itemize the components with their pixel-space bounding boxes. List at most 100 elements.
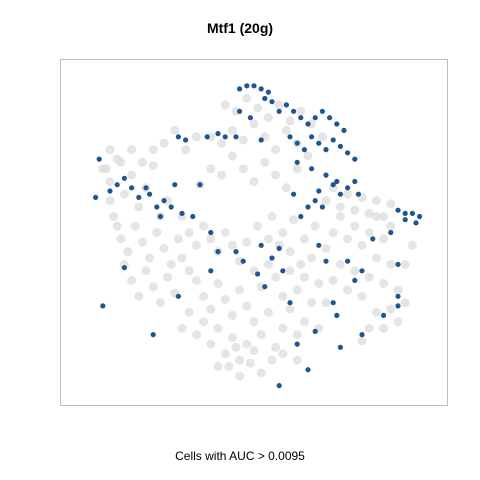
highlighted-point-59 — [154, 204, 160, 210]
background-point-174 — [364, 323, 374, 333]
background-point-145 — [137, 157, 147, 167]
background-point-158 — [263, 234, 273, 244]
highlighted-point-5 — [262, 95, 268, 102]
background-point-121 — [217, 138, 227, 148]
background-point-177 — [393, 285, 403, 295]
highlighted-point-26 — [337, 143, 343, 149]
background-point-84 — [350, 266, 360, 276]
background-point-63 — [271, 342, 281, 352]
background-point-166 — [249, 346, 259, 355]
highlighted-point-104 — [330, 300, 336, 306]
background-point-104 — [350, 205, 360, 215]
highlighted-point-37 — [355, 191, 361, 197]
highlighted-point-10 — [283, 102, 289, 108]
background-point-167 — [278, 349, 288, 359]
highlighted-point-79 — [269, 255, 275, 261]
background-point-133 — [253, 103, 263, 113]
highlighted-point-23 — [316, 140, 322, 146]
highlighted-point-100 — [334, 312, 340, 318]
background-point-18 — [166, 259, 176, 269]
highlighted-point-69 — [215, 131, 221, 137]
background-point-156 — [296, 259, 306, 269]
highlighted-point-66 — [175, 134, 181, 140]
highlighted-point-0 — [237, 86, 243, 92]
background-point-66 — [292, 330, 302, 340]
background-point-116 — [260, 157, 270, 167]
background-point-9 — [163, 196, 173, 206]
background-point-68 — [307, 298, 317, 308]
highlighted-point-35 — [337, 191, 343, 197]
background-point-117 — [271, 170, 281, 180]
background-point-96 — [364, 228, 374, 237]
background-point-176 — [400, 298, 410, 308]
background-point-143 — [191, 132, 201, 142]
background-point-32 — [191, 275, 201, 285]
highlighted-point-103 — [395, 293, 401, 299]
highlighted-point-41 — [305, 204, 311, 210]
highlighted-point-99 — [312, 328, 318, 334]
background-point-1 — [105, 177, 115, 186]
background-point-75 — [285, 266, 295, 276]
highlighted-point-87 — [370, 236, 376, 242]
highlighted-point-11 — [291, 108, 297, 114]
background-point-97 — [371, 212, 381, 221]
background-point-3 — [119, 189, 129, 199]
background-point-48 — [235, 256, 245, 266]
highlighted-point-96 — [255, 271, 261, 277]
highlighted-point-91 — [121, 265, 127, 271]
background-point-47 — [227, 240, 237, 250]
highlighted-point-21 — [301, 147, 307, 153]
highlighted-point-27 — [345, 150, 351, 156]
background-points — [98, 94, 417, 381]
background-point-153 — [299, 234, 309, 244]
highlighted-point-76 — [215, 249, 221, 255]
background-point-72 — [263, 259, 273, 269]
highlighted-point-18 — [341, 127, 347, 133]
background-point-35 — [213, 279, 223, 288]
background-point-24 — [134, 291, 144, 301]
background-point-124 — [249, 119, 259, 129]
highlighted-point-3 — [258, 86, 264, 92]
background-point-135 — [274, 100, 284, 110]
highlighted-point-9 — [276, 108, 282, 114]
background-point-141 — [170, 125, 180, 135]
background-point-30 — [177, 253, 187, 263]
highlighted-point-54 — [121, 175, 127, 181]
background-point-64 — [278, 323, 288, 333]
background-point-175 — [357, 336, 367, 346]
background-point-37 — [227, 310, 237, 320]
background-point-83 — [343, 285, 353, 295]
background-point-179 — [407, 240, 417, 250]
highlighted-point-2 — [251, 83, 257, 89]
background-point-149 — [98, 164, 108, 174]
highlighted-point-101 — [359, 332, 365, 338]
highlighted-point-50 — [96, 156, 102, 162]
highlighted-point-34 — [352, 178, 358, 185]
background-point-155 — [285, 247, 295, 257]
background-point-120 — [206, 132, 216, 142]
background-point-5 — [134, 202, 144, 212]
background-point-60 — [249, 317, 259, 327]
background-point-12 — [123, 247, 133, 257]
highlighted-point-105 — [294, 341, 300, 347]
background-point-53 — [199, 317, 209, 327]
highlighted-point-52 — [107, 188, 113, 194]
background-point-162 — [245, 358, 255, 368]
highlighted-point-81 — [276, 245, 282, 251]
highlighted-points — [93, 83, 423, 389]
background-point-127 — [281, 125, 291, 135]
highlighted-point-51 — [93, 194, 99, 200]
highlighted-point-88 — [359, 268, 365, 274]
background-point-136 — [285, 116, 295, 126]
background-point-16 — [152, 228, 162, 237]
background-point-171 — [379, 323, 389, 333]
background-point-50 — [177, 323, 187, 333]
background-point-82 — [335, 259, 345, 269]
background-point-4 — [127, 170, 137, 180]
highlighted-point-61 — [161, 198, 167, 204]
background-point-25 — [141, 266, 151, 276]
highlighted-point-17 — [334, 121, 340, 127]
highlighted-point-82 — [388, 229, 394, 236]
background-point-100 — [321, 196, 331, 206]
background-point-59 — [242, 339, 252, 349]
